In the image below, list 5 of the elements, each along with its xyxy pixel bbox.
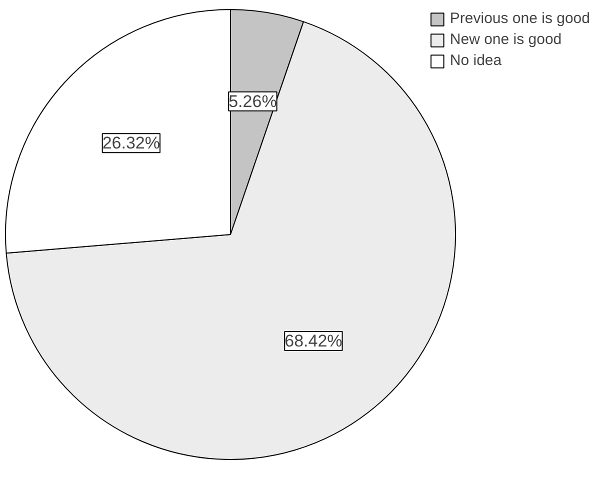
data-label: 26.32% bbox=[102, 134, 160, 153]
data-label: 5.26% bbox=[228, 92, 277, 111]
legend-label: New one is good bbox=[450, 31, 562, 48]
legend-label: Previous one is good bbox=[450, 10, 590, 27]
legend-label: No idea bbox=[450, 52, 502, 69]
